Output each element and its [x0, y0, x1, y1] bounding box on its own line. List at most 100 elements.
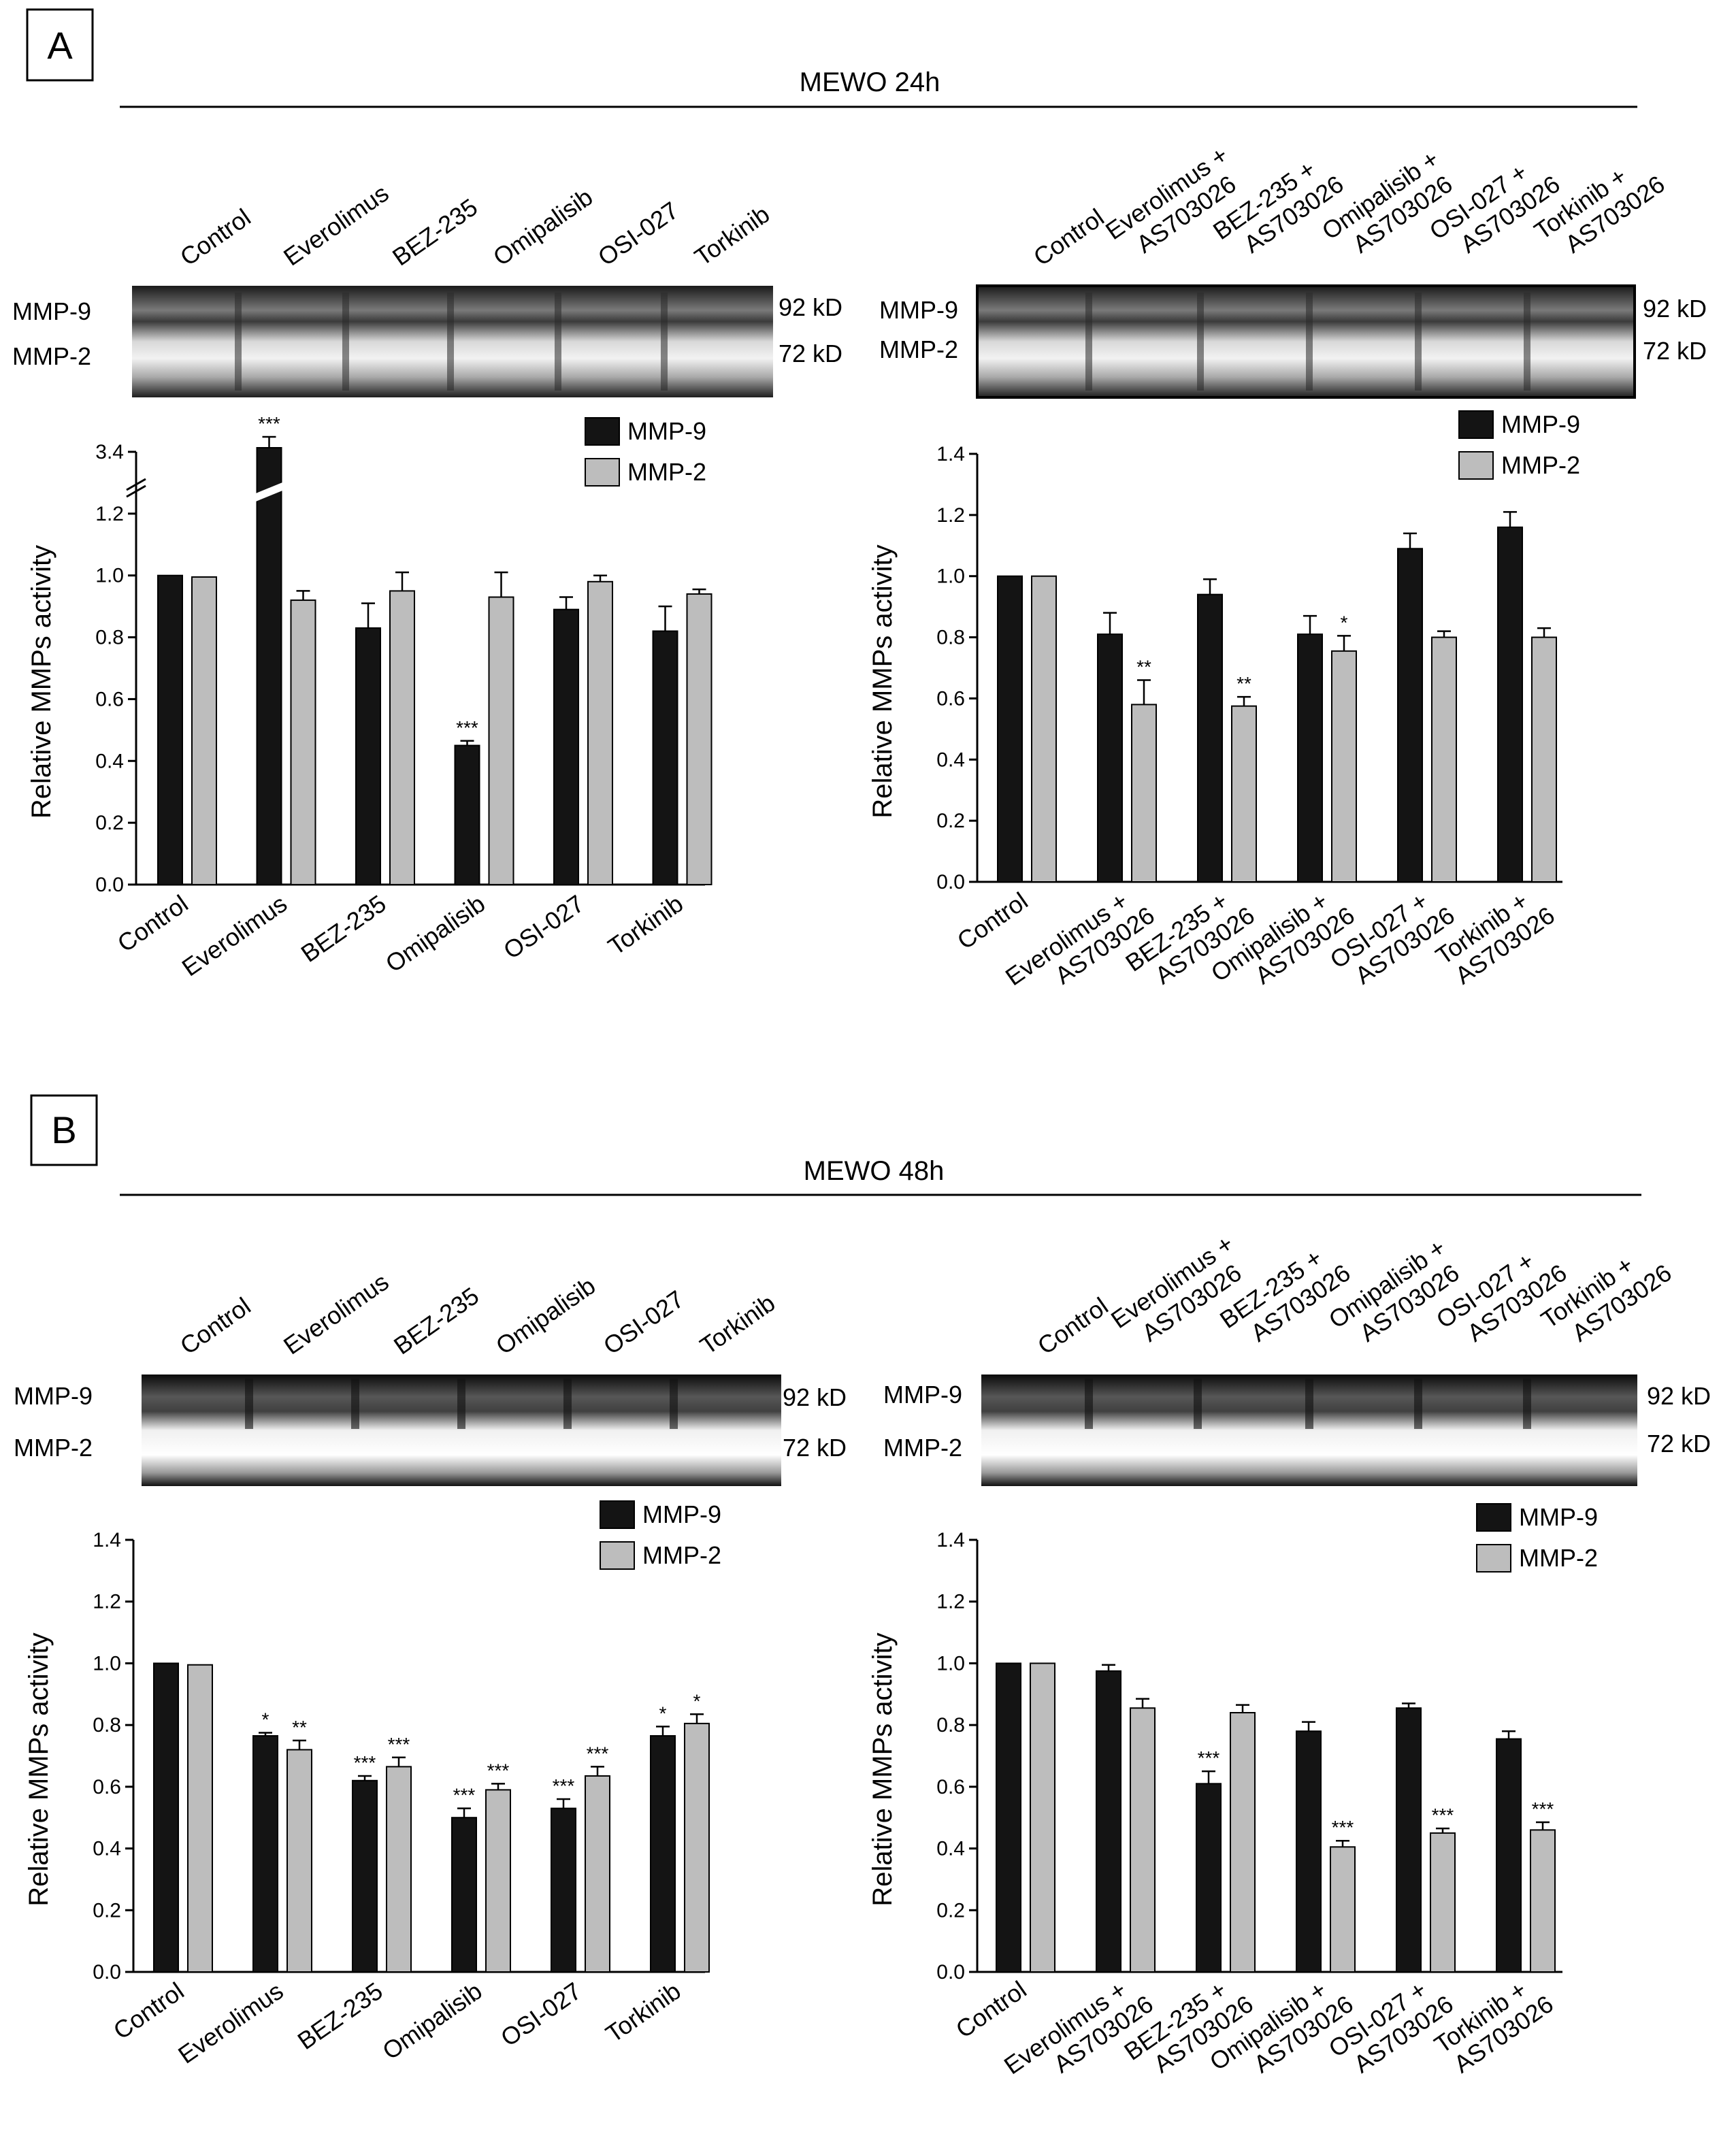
- gel-band-label-left: MMP-9: [879, 296, 958, 324]
- bar-mmp9: [996, 1662, 1021, 1973]
- chart-a-right: 0.0 0.2 0.4 0.6 0.8 1.0 1.2 1.4 Relative MMPs ac…: [868, 410, 1580, 996]
- x-category-label: Control: [108, 1977, 189, 2045]
- gel-b-left-lane-labels: Control Everolimus BEZ-235 Omipalisib OS…: [175, 1268, 780, 1360]
- gel-b-left: Control Everolimus BEZ-235 Omipalisib OS…: [14, 1268, 847, 1486]
- x-category-line: OSI-027: [495, 1977, 586, 2052]
- gel-lane-label: Control: [175, 1291, 256, 1360]
- gel-lane-label: Torkinib: [695, 1289, 780, 1360]
- y-tick-label: 0.2: [936, 810, 965, 832]
- y-tick-label: 1.2: [95, 503, 124, 525]
- bar-mmp2: [1531, 636, 1557, 883]
- gel-lane-label: Torkinib +AS703026: [1536, 1235, 1677, 1357]
- x-category-label: OSI-027: [495, 1977, 586, 2052]
- bar-mmp9: [1196, 1783, 1222, 1973]
- significance-label: ***: [1532, 1798, 1554, 1820]
- gel-a-left-lane-labels: Control Everolimus BEZ-235 Omipalisib OS…: [175, 179, 774, 271]
- significance-label: **: [292, 1717, 307, 1738]
- x-category-label: BEZ-235: [293, 1977, 388, 2055]
- bar-mmp2: [1131, 704, 1157, 883]
- legend-swatch-mmp9: [585, 417, 620, 446]
- bar-mmp9: [355, 627, 381, 885]
- gel-lane-separators: [1085, 293, 1530, 391]
- legend-label: MMP-2: [627, 458, 706, 486]
- x-category-label: Omipalisib: [380, 889, 490, 978]
- significance-label: ***: [1198, 1747, 1220, 1768]
- gel-lane-label: BEZ-235: [389, 1281, 484, 1360]
- panel-a: A MEWO 24h Control Everolimus BEZ-235 Om…: [12, 8, 1707, 996]
- bar-mmp9: [1497, 526, 1523, 883]
- significance-label: ***: [258, 413, 280, 434]
- bar-mmp2: [686, 593, 713, 885]
- bar-mmp9: [997, 575, 1023, 883]
- chart-a-left: 0.0 0.2 0.4 0.6 0.8 1.0 1.2 3.4 Relative MMPs ac…: [27, 413, 713, 982]
- y-tick-label: 0.0: [936, 1961, 965, 1983]
- bar-mmp2: [1331, 650, 1357, 883]
- bar-mmp9: [551, 1807, 576, 1973]
- y-tick-label: 1.0: [936, 1652, 965, 1675]
- y-axis-label: Relative MMPs activity: [27, 545, 56, 819]
- legend-label: MMP-9: [1501, 410, 1580, 438]
- bar-mmp2: [1030, 1662, 1055, 1973]
- gel-a-right-lane-labels: Control Everolimus +AS703026 BEZ-235 +AS…: [1028, 141, 1670, 271]
- bar-mmp9: [352, 1779, 378, 1973]
- bar-mmp2: [485, 1789, 511, 1973]
- gel-lane-label: OSI-027: [598, 1285, 689, 1360]
- y-tick-label: 1.2: [936, 1591, 965, 1613]
- bar-mmp2: [286, 1749, 312, 1973]
- bar-mmp9: [1496, 1738, 1522, 1973]
- gel-lane-label: Omipalisib +AS703026: [1324, 1233, 1467, 1357]
- significance-label: **: [1237, 673, 1251, 694]
- gel-band-label-left: MMP-9: [12, 297, 91, 325]
- x-category-line: Control: [112, 889, 193, 957]
- y-tick-label: 0.4: [93, 1838, 121, 1860]
- panel-b: B MEWO 48h Control Everolimus BEZ-235 Om…: [14, 1094, 1711, 2079]
- y-tick-label: 0.4: [936, 748, 965, 771]
- gel-lane-label: BEZ-235: [387, 193, 482, 271]
- x-category-line: Everolimus: [173, 1977, 288, 2069]
- y-tick-label: 0.4: [936, 1838, 965, 1860]
- chart-b-right: 0.0 0.2 0.4 0.6 0.8 1.0 1.2 1.4 Relative MMPs ac…: [868, 1503, 1598, 2079]
- bar-mmp9: [454, 744, 480, 885]
- y-tick-label: 0.8: [93, 1714, 121, 1736]
- x-category-line: Control: [952, 887, 1033, 955]
- bar-mmp9: [650, 1735, 676, 1973]
- y-tick-label: 0.8: [95, 627, 124, 649]
- bar-mmp2: [1330, 1846, 1356, 1973]
- significance-label: ***: [587, 1743, 609, 1764]
- gel-lane-label: Omipalisib +AS703026: [1317, 144, 1460, 268]
- gel-lane-label: Everolimus +AS703026: [1106, 1230, 1255, 1357]
- bar-mmp9: [1296, 1730, 1322, 1973]
- bar-mmp9: [553, 608, 579, 886]
- gel-band-label-right: 72 kD: [783, 1434, 847, 1462]
- gel-lane-label: OSI-027 +AS703026: [1424, 146, 1565, 268]
- x-category-line: BEZ-235: [293, 1977, 388, 2055]
- x-category-line: Omipalisib: [380, 889, 490, 978]
- x-category-line: Control: [108, 1977, 189, 2045]
- bar-mmp2: [1431, 636, 1457, 883]
- bar-mmp9: [451, 1817, 477, 1973]
- significance-label: ***: [553, 1775, 575, 1796]
- bar-mmp2: [1231, 705, 1257, 883]
- gel-a-right: Control Everolimus +AS703026 BEZ-235 +AS…: [879, 141, 1707, 399]
- bar-mmp9: [153, 1662, 179, 1973]
- legend-label: MMP-2: [1501, 451, 1580, 479]
- gel-band-label-left: MMP-2: [12, 342, 91, 370]
- y-axis-label: Relative MMPs activity: [868, 544, 898, 818]
- y-tick-label: 0.6: [93, 1776, 121, 1798]
- legend-label: MMP-9: [627, 417, 706, 445]
- x-category-label: BEZ-235: [296, 889, 391, 968]
- panel-a-title: MEWO 24h: [800, 67, 940, 97]
- y-tick-label-break: 3.4: [95, 441, 124, 463]
- bar-mmp9: [1396, 1707, 1422, 1973]
- bar-mmp9: [1096, 1670, 1121, 1973]
- bar-mmp2: [290, 599, 316, 885]
- bar-mmp9: [157, 574, 183, 885]
- gel-lane-label: Torkinib: [689, 200, 774, 271]
- significance-label: *: [1341, 612, 1348, 633]
- bar-mmp9: [256, 447, 282, 885]
- y-tick-label: 1.0: [93, 1652, 121, 1675]
- x-category-label: OSI-027 +AS703026: [1325, 878, 1460, 996]
- y-tick-label: 0.2: [936, 1899, 965, 1922]
- panel-a-letter-box: [26, 8, 94, 82]
